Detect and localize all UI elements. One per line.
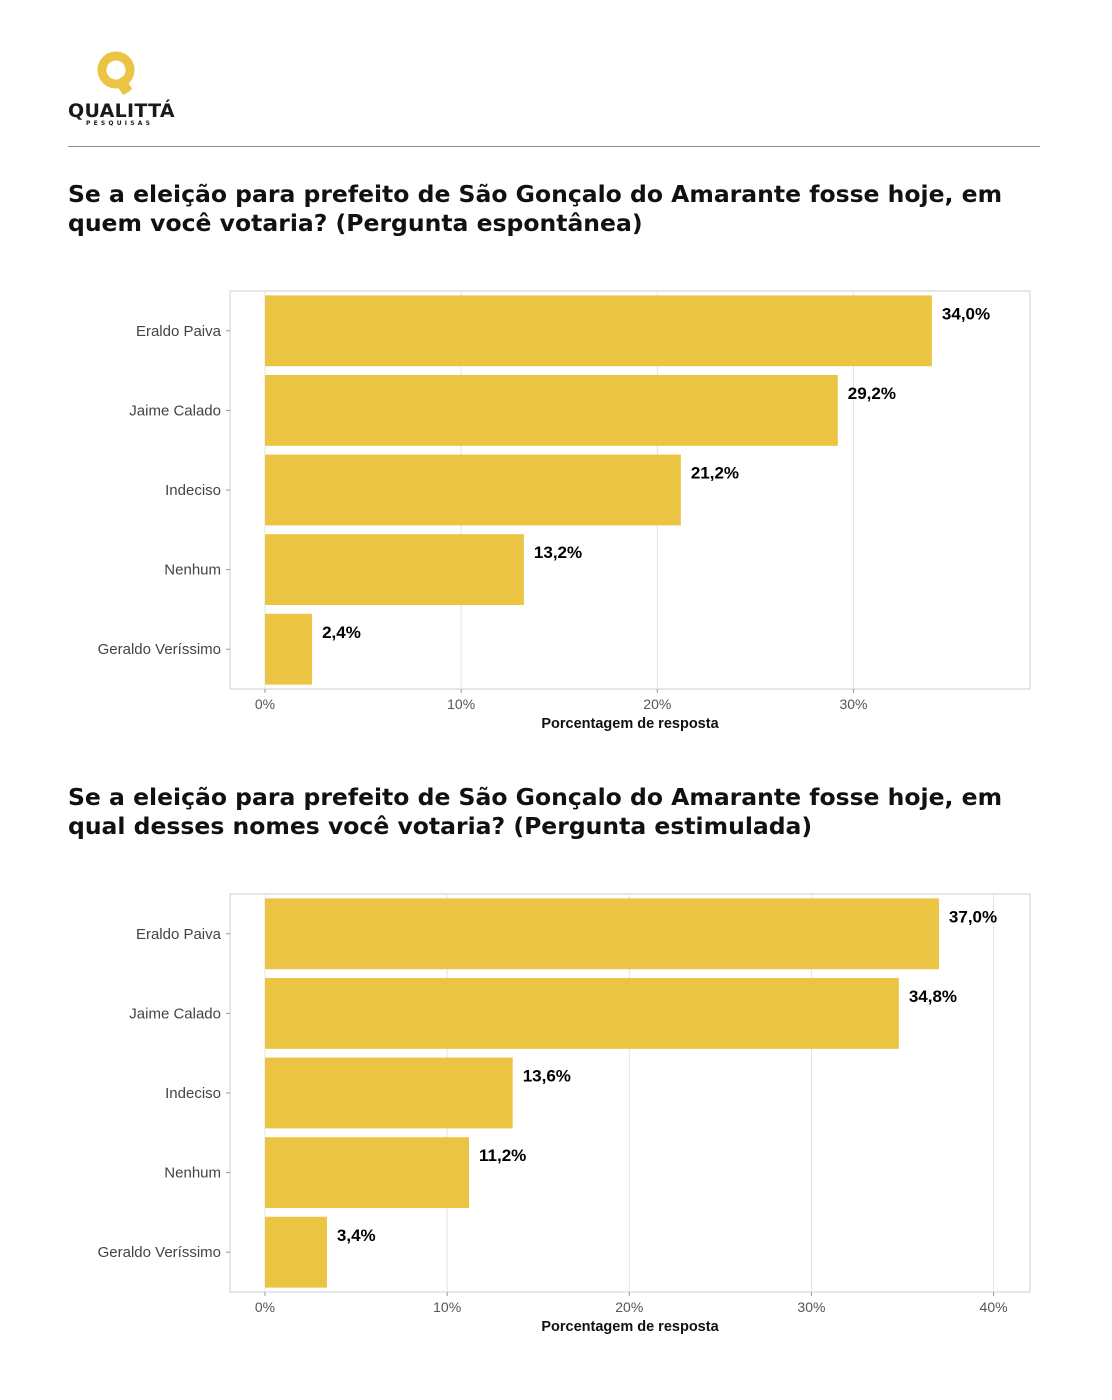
bar-geraldo-ver-ssimo	[265, 613, 313, 685]
value-label: 3,4%	[337, 1226, 376, 1245]
category-label: Indeciso	[165, 1085, 221, 1102]
x-tick-label: 20%	[643, 696, 671, 712]
bar-jaime-calado	[265, 977, 899, 1049]
x-tick-label: 40%	[980, 1299, 1008, 1315]
x-tick-label: 20%	[615, 1299, 643, 1315]
value-label: 11,2%	[479, 1146, 526, 1165]
header-divider	[68, 146, 1040, 147]
bar-eraldo-paiva	[265, 898, 939, 970]
category-label: Geraldo Veríssimo	[98, 1244, 221, 1261]
x-tick-label: 10%	[433, 1299, 461, 1315]
x-tick-label: 10%	[447, 696, 475, 712]
category-label: Indeciso	[165, 482, 221, 499]
x-tick-label: 0%	[255, 696, 275, 712]
chart-spontaneous: 0% 10% 20% 30% Eraldo Paiva 34,0% Jaime Calado…	[98, 290, 1031, 732]
value-label: 2,4%	[322, 623, 361, 642]
bar-jaime-calado	[265, 374, 838, 446]
x-axis-label: Porcentagem de resposta	[541, 716, 719, 732]
value-label: 21,2%	[691, 464, 739, 483]
bar-nenhum	[265, 534, 524, 606]
x-axis-label: Porcentagem de resposta	[541, 1319, 719, 1335]
category-label: Eraldo Paiva	[136, 323, 222, 340]
question-2-title: Se a eleição para prefeito de São Gonçal…	[68, 783, 1003, 840]
value-label: 29,2%	[848, 384, 896, 403]
value-label: 34,8%	[909, 987, 957, 1006]
value-label: 34,0%	[942, 304, 990, 323]
category-label: Eraldo Paiva	[136, 926, 222, 943]
x-tick-label: 30%	[797, 1299, 825, 1315]
question-1-title: Se a eleição para prefeito de São Gonçal…	[68, 180, 1003, 237]
category-label: Nenhum	[164, 562, 221, 579]
category-label: Jaime Calado	[129, 402, 221, 419]
brand-name: QUALITTÁ	[68, 100, 175, 122]
value-label: 13,2%	[534, 543, 582, 562]
bar-geraldo-ver-ssimo	[265, 1216, 327, 1288]
x-tick-label: 0%	[255, 1299, 275, 1315]
category-label: Nenhum	[164, 1165, 221, 1182]
brand-subtitle: PESQUISAS	[86, 120, 154, 127]
x-tick-label: 30%	[839, 696, 867, 712]
bar-indeciso	[265, 1057, 513, 1129]
bar-nenhum	[265, 1137, 469, 1209]
value-label: 37,0%	[949, 907, 997, 926]
bar-eraldo-paiva	[265, 295, 932, 367]
category-label: Geraldo Veríssimo	[98, 641, 221, 658]
q-logo-icon	[97, 51, 135, 95]
value-label: 13,6%	[523, 1067, 571, 1086]
chart-stimulated: 0% 10% 20% 30% 40% Eraldo Paiva 37,0% Jaime Cal…	[98, 893, 1031, 1335]
brand-logo: QUALITTÁ PESQUISAS	[68, 48, 188, 134]
category-label: Jaime Calado	[129, 1005, 221, 1022]
bar-indeciso	[265, 454, 681, 526]
